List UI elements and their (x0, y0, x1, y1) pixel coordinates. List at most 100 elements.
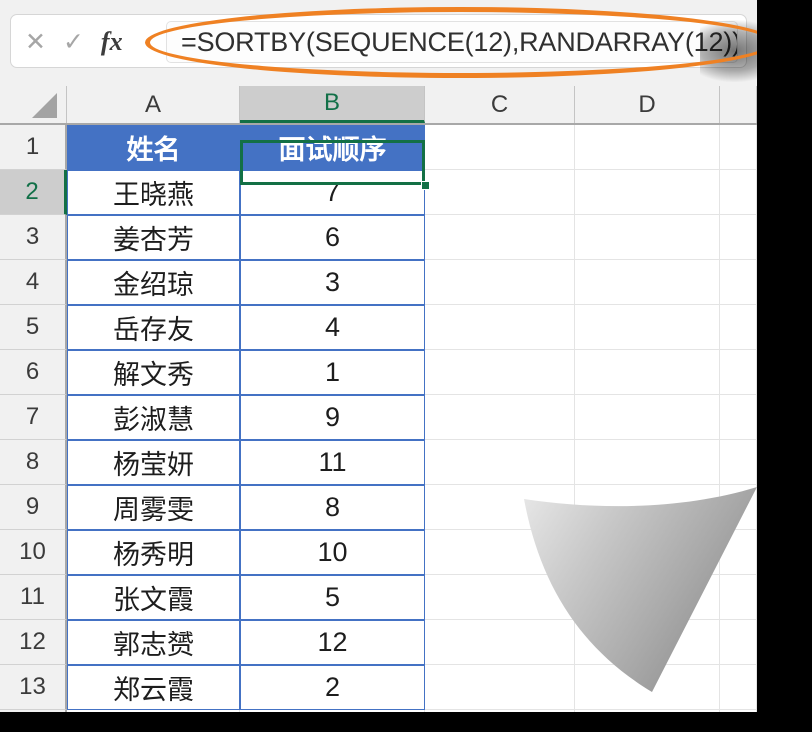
formula-bar-panel: ✕ ✓ fx =SORTBY(SEQUENCE(12),RANDARRAY(12… (10, 14, 747, 68)
table-cell-name[interactable]: 王晓燕 (67, 170, 240, 215)
grid-cell[interactable] (425, 485, 575, 530)
grid-cell[interactable] (425, 440, 575, 485)
grid-cell[interactable] (575, 125, 720, 170)
row-header-13[interactable]: 13 (0, 665, 67, 710)
table-header-cell[interactable]: 姓名 (67, 125, 240, 170)
table-cell-name[interactable]: 杨莹妍 (67, 440, 240, 485)
grid-cell[interactable] (720, 710, 757, 712)
grid-cell[interactable] (575, 485, 720, 530)
table-cell-name[interactable]: 郭志赟 (67, 620, 240, 665)
row-header-3[interactable]: 3 (0, 215, 67, 260)
grid-cell[interactable] (425, 710, 575, 712)
grid-cell[interactable] (720, 260, 757, 305)
row-header-2[interactable]: 2 (0, 170, 67, 215)
grid-cell[interactable] (575, 260, 720, 305)
select-all-button[interactable] (0, 86, 67, 123)
row-header-14[interactable]: 14 (0, 710, 67, 712)
grid-cell[interactable] (575, 530, 720, 575)
table-cell-order[interactable]: 12 (240, 620, 425, 665)
row-header-5[interactable]: 5 (0, 305, 67, 350)
grid-cell[interactable] (720, 395, 757, 440)
grid-cell[interactable] (720, 530, 757, 575)
table-cell-order[interactable]: 7 (240, 170, 425, 215)
grid-cell[interactable] (425, 350, 575, 395)
table-cell-name[interactable]: 张文霞 (67, 575, 240, 620)
grid-cell[interactable] (425, 620, 575, 665)
grid-cell[interactable] (575, 710, 720, 712)
grid-cell[interactable] (720, 440, 757, 485)
grid-cell[interactable] (425, 260, 575, 305)
grid-cell[interactable] (575, 620, 720, 665)
grid-cell[interactable] (425, 305, 575, 350)
grid-cell[interactable] (720, 125, 757, 170)
table-cell-name[interactable]: 解文秀 (67, 350, 240, 395)
insert-function-icon[interactable]: fx (100, 27, 123, 56)
column-header-d[interactable]: D (575, 86, 720, 123)
table-cell-order[interactable]: 4 (240, 305, 425, 350)
grid-cell[interactable] (720, 620, 757, 665)
grid-cell[interactable] (720, 350, 757, 395)
table-cell-order[interactable]: 1 (240, 350, 425, 395)
fill-handle[interactable] (421, 181, 430, 190)
grid-cell[interactable] (425, 575, 575, 620)
table-cell-order[interactable]: 11 (240, 440, 425, 485)
row-header-8[interactable]: 8 (0, 440, 67, 485)
grid-cell[interactable] (575, 395, 720, 440)
grid-cell[interactable] (575, 215, 720, 260)
table-cell-order[interactable]: 5 (240, 575, 425, 620)
select-all-triangle-icon (32, 93, 57, 118)
grid-cell[interactable] (425, 665, 575, 710)
grid-cell[interactable] (425, 125, 575, 170)
table-cell-order[interactable]: 9 (240, 395, 425, 440)
grid-cell[interactable] (575, 350, 720, 395)
grid-cell[interactable] (575, 305, 720, 350)
column-header-b[interactable]: B (240, 86, 425, 123)
grid-cell[interactable] (575, 665, 720, 710)
table-cell-name[interactable]: 彭淑慧 (67, 395, 240, 440)
row-header-10[interactable]: 10 (0, 530, 67, 575)
cancel-icon[interactable]: ✕ (25, 27, 46, 56)
confirm-check-icon[interactable]: ✓ (62, 27, 84, 56)
grid-cell[interactable] (720, 305, 757, 350)
table-cell-order[interactable]: 2 (240, 665, 425, 710)
column-header-c[interactable]: C (425, 86, 575, 123)
grid-cell[interactable] (425, 170, 575, 215)
table-cell-name[interactable]: 金绍琼 (67, 260, 240, 305)
table-cell-order[interactable]: 3 (240, 260, 425, 305)
spreadsheet-page: ✕ ✓ fx =SORTBY(SEQUENCE(12),RANDARRAY(12… (0, 0, 757, 712)
column-header-a[interactable]: A (67, 86, 240, 123)
column-header-partial[interactable] (720, 86, 757, 123)
table-header-cell[interactable]: 面试顺序 (240, 125, 425, 170)
grid-cell[interactable] (720, 215, 757, 260)
row-header-1[interactable]: 1 (0, 125, 67, 170)
grid-cell[interactable] (575, 575, 720, 620)
row-header-9[interactable]: 9 (0, 485, 67, 530)
row-header-12[interactable]: 12 (0, 620, 67, 665)
grid-cell[interactable] (720, 575, 757, 620)
formula-input[interactable]: =SORTBY(SEQUENCE(12),RANDARRAY(12)) (166, 21, 738, 63)
table-cell-name[interactable]: 周雾雯 (67, 485, 240, 530)
row-header-4[interactable]: 4 (0, 260, 67, 305)
table-cell-order[interactable]: 10 (240, 530, 425, 575)
formula-bar: ✕ ✓ fx =SORTBY(SEQUENCE(12),RANDARRAY(12… (0, 0, 757, 86)
row-header-11[interactable]: 11 (0, 575, 67, 620)
grid-cell[interactable] (575, 440, 720, 485)
grid-cell[interactable] (720, 485, 757, 530)
table-cell-name[interactable]: 杨秀明 (67, 530, 240, 575)
table-cell-name[interactable]: 岳存友 (67, 305, 240, 350)
grid-cell[interactable] (67, 710, 240, 712)
table-cell-order[interactable]: 6 (240, 215, 425, 260)
grid-cell[interactable] (425, 530, 575, 575)
table-cell-name[interactable]: 郑云霞 (67, 665, 240, 710)
grid-cell[interactable] (240, 710, 425, 712)
row-header-7[interactable]: 7 (0, 395, 67, 440)
row-header-6[interactable]: 6 (0, 350, 67, 395)
grid-cell[interactable] (425, 215, 575, 260)
grid-cell[interactable] (425, 395, 575, 440)
grid-cell[interactable] (575, 170, 720, 215)
table-cell-order[interactable]: 8 (240, 485, 425, 530)
table-cell-name[interactable]: 姜杏芳 (67, 215, 240, 260)
grid-cell[interactable] (720, 665, 757, 710)
grid-cell[interactable] (720, 170, 757, 215)
